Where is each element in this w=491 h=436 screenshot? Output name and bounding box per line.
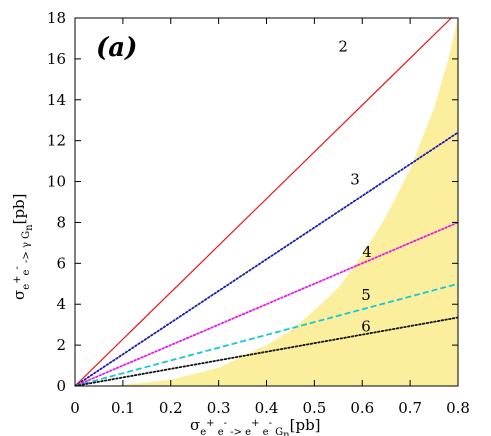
x-sup4: -	[269, 418, 272, 429]
y-unit: [pb]	[10, 193, 28, 224]
x-tick-label: 0	[70, 399, 80, 417]
y-tick-label: 6	[56, 254, 66, 272]
plot-area	[75, 18, 458, 386]
series-line-4	[75, 221, 458, 386]
curve-label-3: 3	[350, 171, 360, 189]
series-line-6	[75, 316, 458, 386]
x-tick-label: 0.4	[255, 399, 279, 417]
series-line-3	[75, 131, 458, 386]
x-tick-label: 0.6	[350, 399, 374, 417]
curve-label-5: 5	[361, 286, 371, 304]
y-tick-label: 4	[56, 295, 66, 313]
x-sub3: -> e	[227, 427, 251, 436]
x-sub5: G	[272, 427, 283, 436]
curve-label-2: 2	[338, 38, 348, 56]
y-tick-label: 16	[47, 50, 66, 68]
y-tick-label: 10	[47, 173, 66, 191]
x-tick-label: 0.3	[207, 399, 231, 417]
panel-label: (a)	[96, 33, 137, 63]
y-sub3: -> γ G	[21, 231, 32, 266]
curve-labels: 2 3 4 5 6	[338, 38, 371, 336]
x-axis-title: σe+ e- -> e+ e- Gn[pb]	[190, 416, 321, 436]
x-sub1: e	[200, 427, 206, 436]
y-tick-label: 14	[47, 91, 66, 109]
y-tick-label: 8	[56, 213, 66, 231]
x-sigma: σ	[190, 416, 200, 434]
x-unit: [pb]	[290, 416, 321, 434]
y-sub1: e	[21, 284, 32, 290]
curve-label-6: 6	[361, 318, 371, 336]
y-sup2: -	[12, 266, 23, 269]
x-tick-label: 0.7	[398, 399, 422, 417]
y-sup1: +	[12, 275, 23, 283]
y-tick-label: 12	[47, 132, 66, 150]
shaded-region	[75, 18, 458, 386]
y-sigma: σ	[10, 290, 28, 300]
y-sub4: n	[24, 224, 35, 231]
x-tick-label: 0.5	[302, 399, 326, 417]
y-tick-label: 18	[47, 9, 66, 27]
x-sub2: e	[215, 427, 224, 436]
x-tick-label: 0.8	[446, 399, 470, 417]
x-tick-label: 0.2	[159, 399, 183, 417]
curve-label-4: 4	[362, 243, 372, 261]
y-sub2: e	[21, 269, 32, 275]
x-sup2: -	[224, 418, 227, 429]
x-sub6: n	[283, 430, 290, 436]
series-line-5	[75, 282, 458, 386]
x-sub4: e	[260, 427, 269, 436]
series-line-2	[75, 18, 452, 386]
y-axis-title: σe+e- -> γ Gn[pb]	[10, 193, 35, 300]
axis-ticks: 0 0.1 0.2 0.3 0.4 0.5 0.6 0.7 0.8 0 2 4 6 8 10 12 14 16 18	[47, 9, 470, 417]
x-sup1: +	[206, 418, 214, 429]
y-tick-label: 0	[56, 377, 66, 395]
y-tick-label: 2	[56, 336, 66, 354]
x-tick-label: 0.1	[111, 399, 135, 417]
x-sup3: +	[251, 418, 259, 429]
